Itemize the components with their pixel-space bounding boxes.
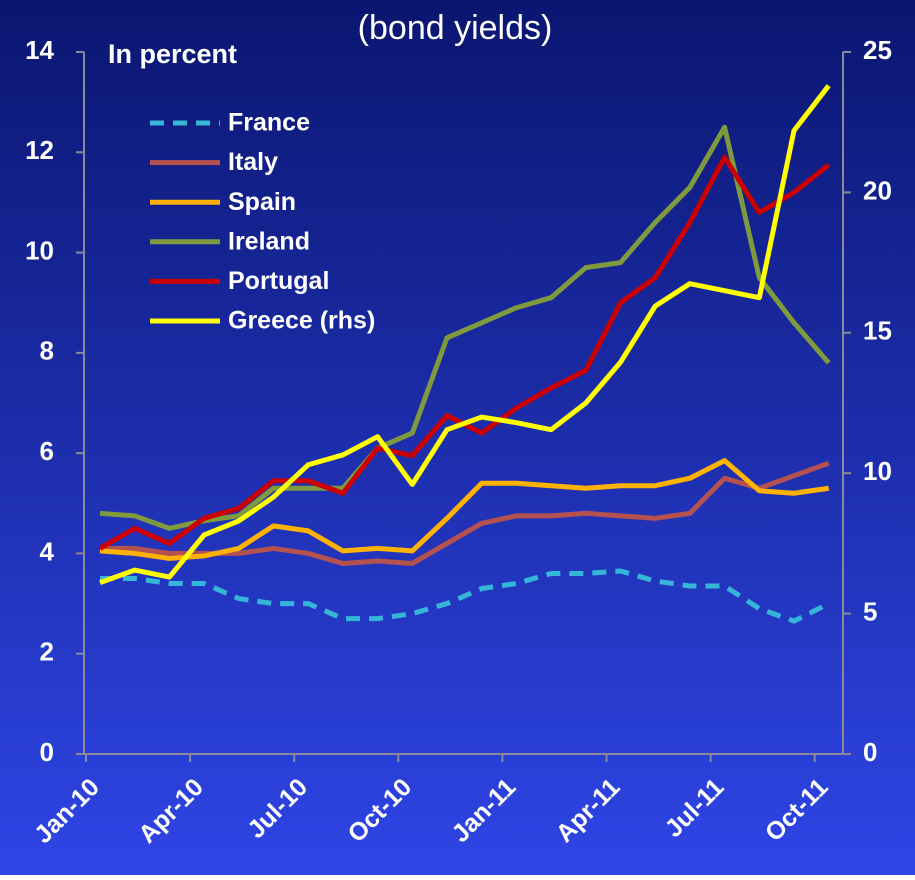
- series-line: [99, 124, 831, 531]
- y2-tick-label: 10: [863, 456, 892, 486]
- series-line: [100, 568, 830, 624]
- legend-label: Greece (rhs): [228, 307, 375, 335]
- chart-title: (bond yields): [358, 9, 553, 47]
- legend-label: Portugal: [228, 267, 329, 295]
- y-tick-label: 0: [40, 737, 54, 767]
- y2-tick-label: 25: [863, 35, 892, 65]
- y-tick-label: 12: [25, 135, 54, 165]
- y-tick-label: 4: [40, 536, 55, 566]
- y2-tick-label: 0: [863, 737, 877, 767]
- y2-tick-label: 5: [863, 596, 877, 626]
- y-tick-label: 6: [40, 436, 54, 466]
- y-tick-label: 14: [25, 35, 54, 65]
- y2-tick-label: 20: [863, 175, 892, 205]
- y-tick-label: 8: [40, 336, 54, 366]
- y-tick-label: 10: [25, 235, 54, 265]
- legend-label: Spain: [228, 188, 296, 216]
- series-line: [99, 458, 830, 561]
- axis-label: In percent: [108, 39, 237, 69]
- legend-label: France: [228, 109, 310, 137]
- series-line: [99, 84, 831, 586]
- legend-label: Ireland: [228, 227, 310, 255]
- y2-tick-label: 15: [863, 316, 892, 346]
- legend-label: Italy: [228, 148, 278, 176]
- y-tick-label: 2: [40, 637, 54, 667]
